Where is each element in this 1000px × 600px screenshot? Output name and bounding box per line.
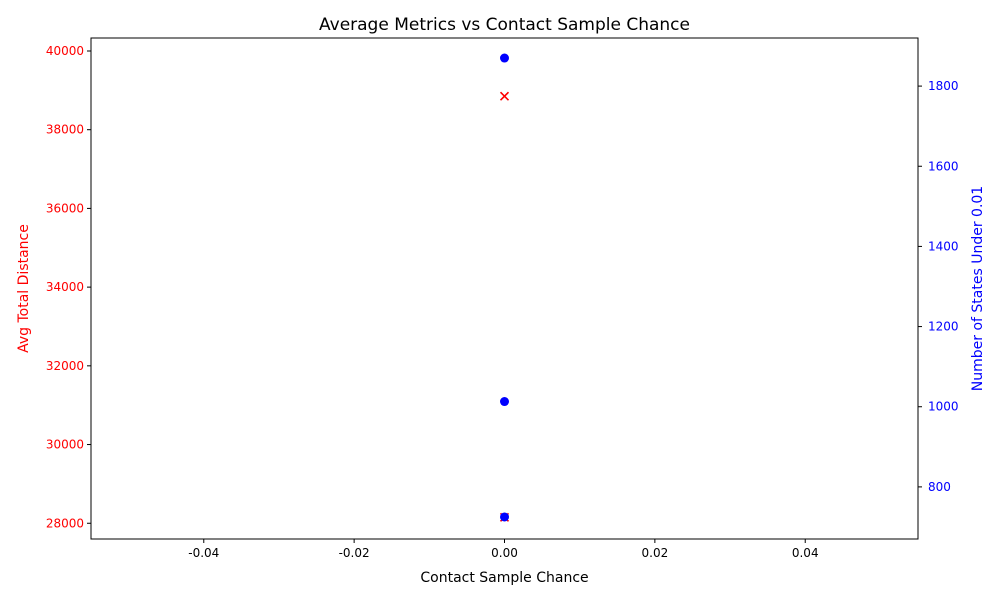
x-tick-label: 0.02 (642, 546, 669, 560)
data-point-cross (499, 91, 510, 101)
right-axis-ticks: 800 1000 1200 1400 1600 1800 (918, 79, 959, 494)
left-tick-label: 38000 (46, 123, 84, 137)
right-tick-label: 1000 (928, 400, 959, 414)
left-tick-label: 28000 (46, 516, 84, 530)
left-tick-label: 34000 (46, 280, 84, 294)
data-point-circle (500, 53, 509, 63)
plot-frame (90, 37, 919, 540)
right-tick-label: 800 (928, 480, 951, 494)
data-point-circle (500, 512, 509, 522)
cross-stroke (499, 91, 510, 101)
right-tick-label: 1800 (928, 79, 959, 93)
left-tick-label: 36000 (46, 201, 84, 215)
x-tick-label: 0.04 (792, 546, 819, 560)
right-tick-label: 1400 (928, 239, 959, 253)
plot-background (91, 38, 918, 539)
left-tick-label: 30000 (46, 438, 84, 452)
data-point-circle (500, 397, 509, 407)
x-tick-label: 0.00 (491, 546, 518, 560)
left-tick-label: 32000 (46, 359, 84, 373)
x-tick-label: -0.02 (339, 546, 370, 560)
chart-title: Average Metrics vs Contact Sample Chance (319, 15, 690, 35)
left-axis-ticks: 28000 30000 32000 34000 36000 38000 40000 (46, 44, 91, 530)
right-tick-label: 1200 (928, 320, 959, 334)
right-tick-label: 1600 (928, 159, 959, 173)
data-marks (499, 53, 510, 522)
left-tick-label: 40000 (46, 44, 84, 58)
left-axis-title: Avg Total Distance (16, 224, 32, 353)
right-axis-title: Number of States Under 0.01 (970, 186, 986, 391)
x-axis-title: Contact Sample Chance (420, 570, 588, 586)
x-axis-ticks: -0.04 -0.02 0.00 0.02 0.04 (188, 539, 819, 560)
x-tick-label: -0.04 (188, 546, 219, 560)
